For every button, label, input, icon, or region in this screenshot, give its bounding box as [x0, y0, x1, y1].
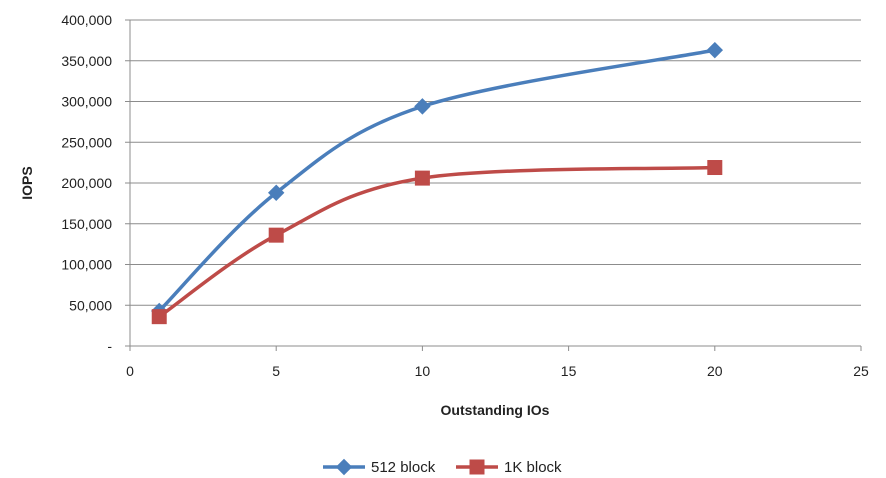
- series-layer: [151, 41, 724, 325]
- data-point: [414, 98, 431, 115]
- legend-swatch-marker: [335, 458, 353, 476]
- y-tick-label: 400,000: [61, 12, 112, 28]
- data-point: [268, 227, 284, 243]
- data-point: [414, 170, 430, 186]
- y-tick-label: 250,000: [61, 134, 112, 150]
- y-axis-title: IOPS: [19, 166, 35, 199]
- y-tick-label: 350,000: [61, 53, 112, 69]
- y-tick-label: 200,000: [61, 175, 112, 191]
- series-1: [151, 160, 723, 325]
- x-tick-label: 10: [415, 363, 431, 379]
- series-line: [157, 48, 717, 313]
- legend: 512 block 1K block: [323, 458, 562, 476]
- x-tick-label: 0: [126, 363, 134, 379]
- axes: [125, 19, 862, 351]
- legend-swatch-marker: [469, 459, 485, 475]
- x-tick-label: 20: [707, 363, 723, 379]
- data-point: [706, 41, 724, 59]
- gridlines: [130, 19, 861, 306]
- series-0: [151, 41, 724, 320]
- y-tick-label: 300,000: [61, 94, 112, 110]
- y-tick-label: 50,000: [69, 297, 112, 313]
- x-tick-label: 25: [853, 363, 869, 379]
- x-axis-title: Outstanding IOs: [441, 402, 550, 418]
- data-point: [707, 160, 723, 176]
- y-tick-label: -: [107, 338, 112, 354]
- y-tick-labels: - 50,000 100,000 150,000 200,000 250,000 300,0…: [61, 12, 112, 354]
- x-tick-label: 5: [272, 363, 280, 379]
- legend-item: 512 block: [323, 458, 436, 476]
- y-tick-label: 150,000: [61, 216, 112, 232]
- legend-label: 1K block: [504, 459, 562, 476]
- y-tick-label: 100,000: [61, 257, 112, 273]
- x-tick-labels: 0 5 10 15 20 25: [126, 363, 869, 379]
- x-tick-label: 15: [561, 363, 577, 379]
- legend-item: 1K block: [456, 459, 562, 476]
- series-line: [157, 165, 717, 319]
- data-point: [267, 184, 285, 201]
- legend-label: 512 block: [371, 459, 436, 476]
- data-point: [151, 309, 167, 325]
